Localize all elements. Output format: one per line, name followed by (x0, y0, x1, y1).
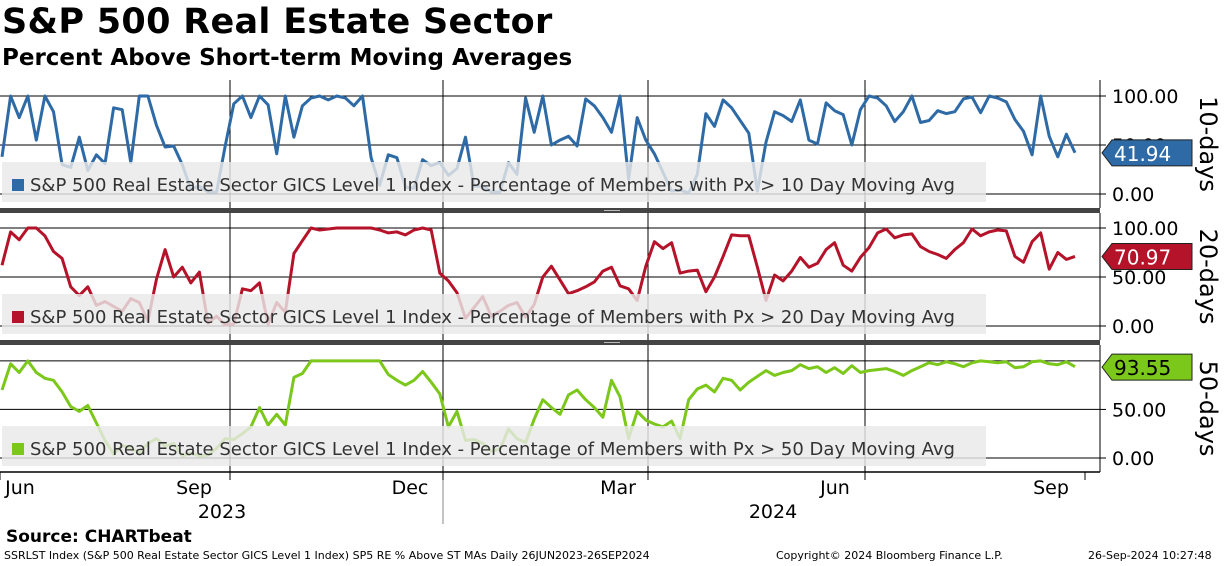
y-tick-label: 50.00 (1112, 267, 1166, 289)
last-value-marker (1101, 139, 1193, 167)
y-tick-label: 0.00 (1112, 184, 1154, 206)
footer-timestamp: 26-Sep-2024 10:27:48 (1088, 549, 1212, 562)
legend-box (2, 162, 986, 202)
x-tick-label-year: 2024 (749, 501, 797, 523)
legend-box (2, 426, 986, 466)
x-tick-label-month: Dec (392, 477, 429, 499)
y-tick-label: 0.00 (1112, 316, 1154, 338)
last-value-label: 41.94 (1114, 142, 1171, 166)
x-tick-label-month: Sep (176, 477, 212, 499)
legend-swatch (12, 311, 24, 323)
panel-label: 50-days (1194, 361, 1222, 457)
footer-copyright: Copyright© 2024 Bloomberg Finance L.P. (776, 549, 1003, 562)
chart-title: S&P 500 Real Estate Sector (2, 2, 553, 42)
legend-swatch (12, 179, 24, 191)
legend-label: S&P 500 Real Estate Sector GICS Level 1 … (30, 307, 955, 328)
last-value-marker (1101, 242, 1193, 270)
panel-label: 20-days (1194, 229, 1222, 325)
chart-subtitle: Percent Above Short-term Moving Averages (2, 45, 573, 71)
y-tick-label: 100.00 (1112, 86, 1178, 108)
x-tick-label-month: Jun (819, 477, 850, 499)
legend-label: S&P 500 Real Estate Sector GICS Level 1 … (30, 439, 955, 460)
x-tick-label-month: Sep (1033, 477, 1069, 499)
panel-divider (0, 208, 1100, 213)
legend-box (2, 294, 986, 334)
footer-ticker-info: SSRLST Index (S&P 500 Real Estate Sector… (4, 549, 650, 562)
y-tick-label: 100.00 (1112, 218, 1178, 240)
last-value-label: 93.55 (1114, 356, 1171, 380)
y-tick-label: 0.00 (1112, 448, 1154, 470)
series-line (0, 94, 1077, 195)
panel-50-days: 0.00 50.00 S&P 500 Real Estate Sector GICS… (0, 345, 1222, 472)
series-line (0, 226, 1076, 327)
x-tick-label-month: Mar (600, 477, 636, 499)
x-tick-label-year: 2023 (198, 501, 246, 523)
y-tick-label: 50.00 (1112, 399, 1166, 421)
source-label: Source: CHARTbeat (6, 527, 192, 547)
panel-divider (0, 340, 1100, 345)
panel-20-days: 0.00 50.00 100.00 S&P 500 Real Estate Secto… (0, 213, 1222, 340)
legend-label: S&P 500 Real Estate Sector GICS Level 1 … (30, 175, 955, 196)
last-value-label: 70.97 (1114, 245, 1171, 269)
last-value-marker (1101, 353, 1193, 381)
legend-swatch (12, 443, 24, 455)
panel-label: 10-days (1194, 96, 1222, 192)
x-tick-label-month: Jun (4, 477, 35, 499)
